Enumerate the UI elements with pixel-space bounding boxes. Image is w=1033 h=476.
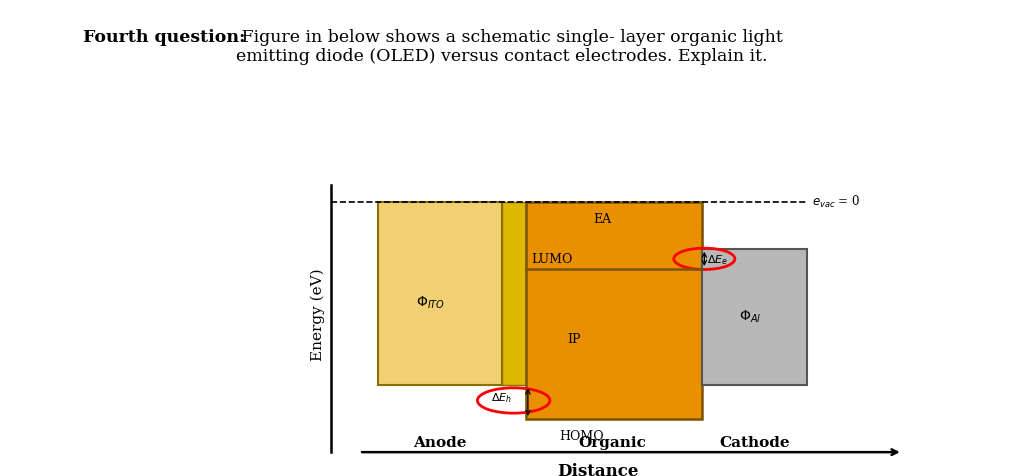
Text: Anode: Anode bbox=[413, 436, 467, 449]
Text: EA: EA bbox=[593, 213, 612, 226]
Text: Cathode: Cathode bbox=[720, 436, 790, 449]
Text: Distance: Distance bbox=[557, 462, 638, 476]
Bar bbox=[702, 249, 808, 386]
Text: IP: IP bbox=[567, 333, 581, 346]
Bar bbox=[526, 203, 702, 269]
Bar bbox=[378, 203, 502, 386]
Text: Fourth question:: Fourth question: bbox=[83, 29, 245, 46]
Text: Figure in below shows a schematic single- layer organic light
emitting diode (OL: Figure in below shows a schematic single… bbox=[236, 29, 782, 65]
Text: $\Delta E_h$: $\Delta E_h$ bbox=[491, 390, 511, 404]
Text: $\Delta E_e$: $\Delta E_e$ bbox=[708, 252, 728, 266]
Text: Organic: Organic bbox=[577, 436, 646, 449]
Bar bbox=[526, 203, 702, 419]
Text: $\Phi_{ITO}$: $\Phi_{ITO}$ bbox=[416, 294, 445, 311]
Y-axis label: Energy (eV): Energy (eV) bbox=[311, 268, 325, 360]
Text: $\Phi_{Al}$: $\Phi_{Al}$ bbox=[739, 307, 761, 324]
Bar bbox=[502, 203, 526, 386]
Text: LUMO: LUMO bbox=[531, 253, 572, 266]
Text: $e_{vac}$ = 0: $e_{vac}$ = 0 bbox=[812, 193, 860, 209]
Text: HOMO: HOMO bbox=[560, 429, 604, 442]
